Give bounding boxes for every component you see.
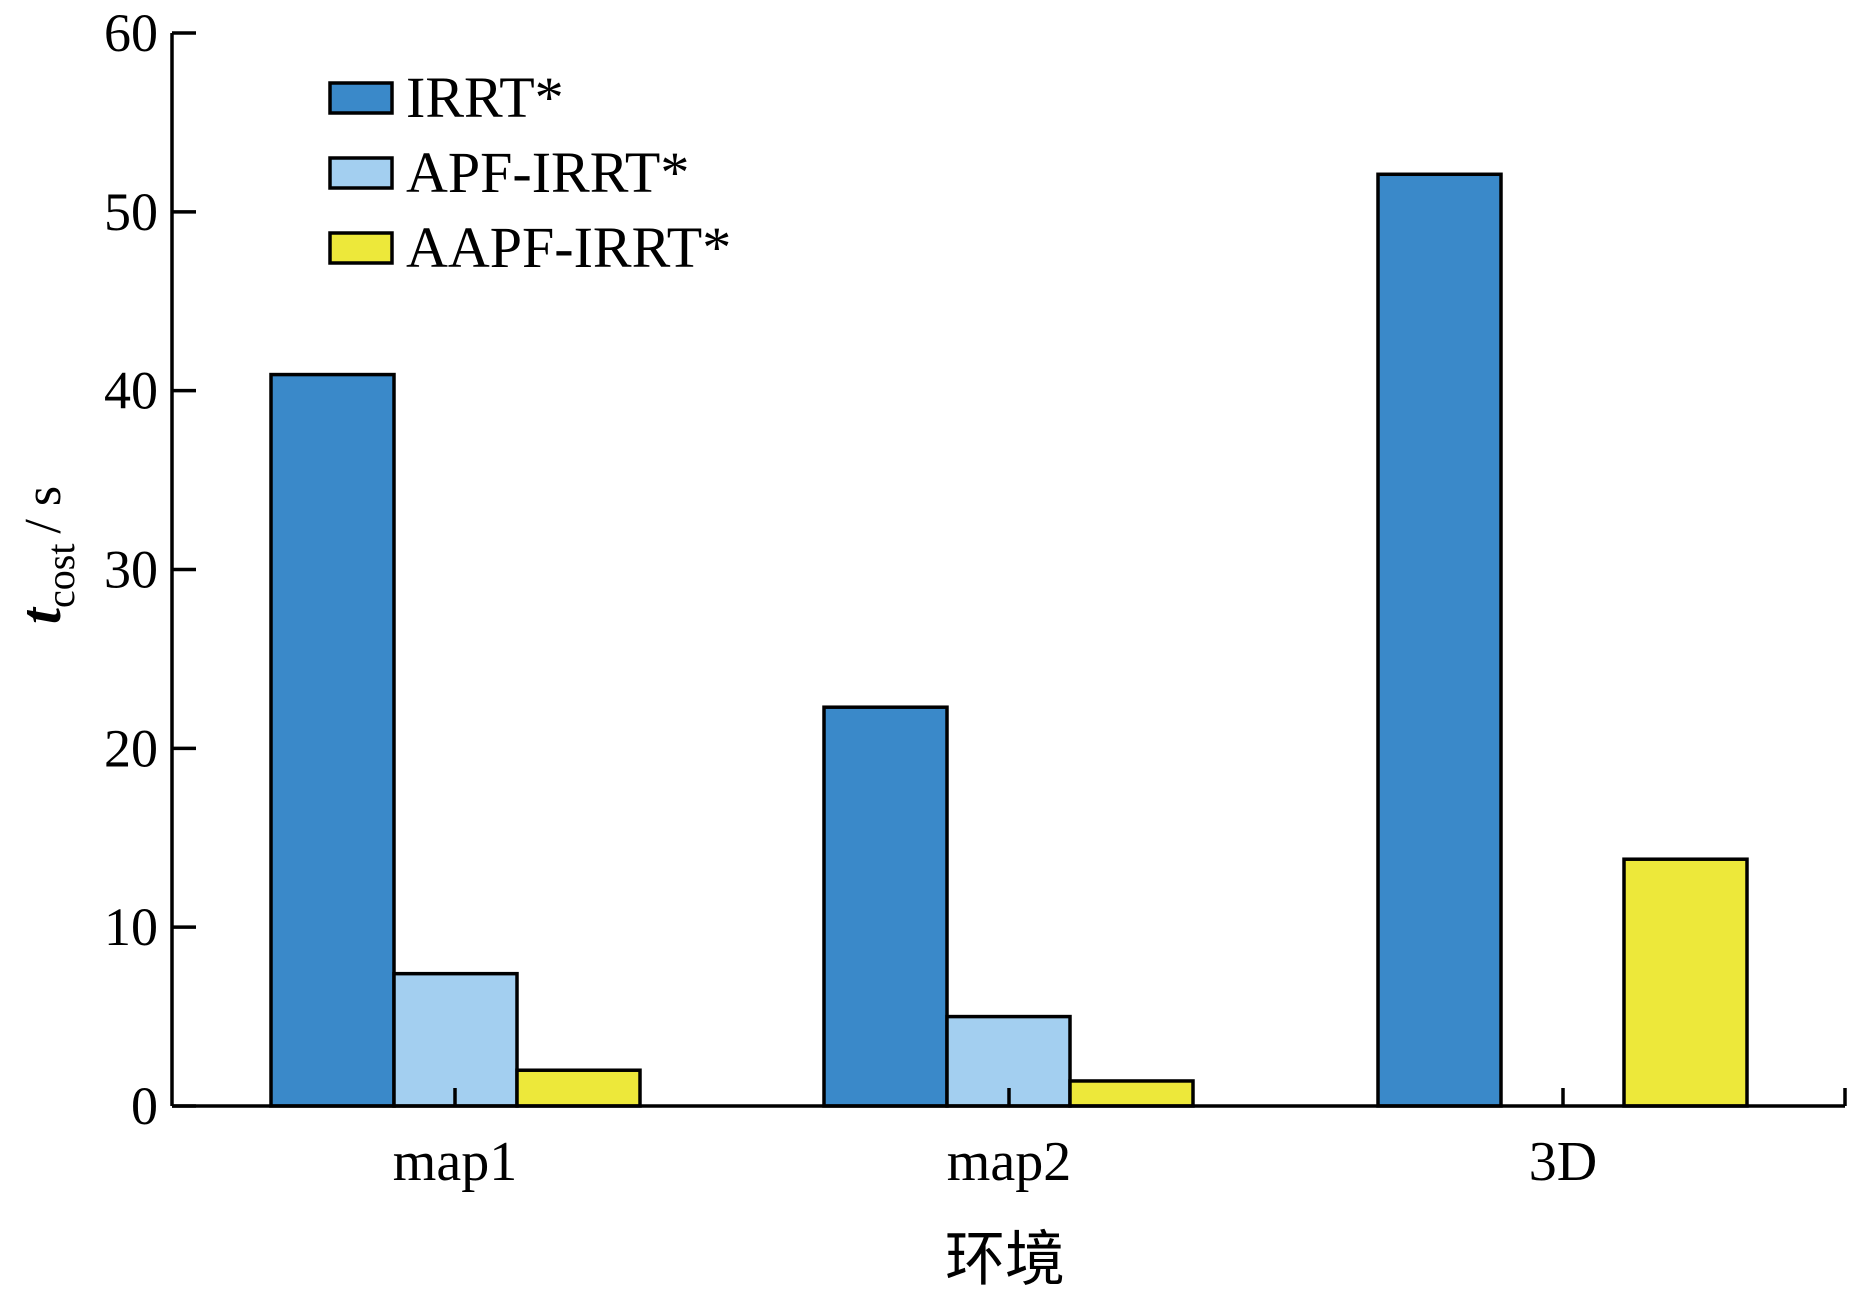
bar-aapf-irrt--map1 (515, 1068, 642, 1108)
x-axis-label: 环境 (945, 1227, 1065, 1293)
y-axis-label-unit: / s (15, 486, 72, 534)
y-tick-label-20: 20 (104, 718, 158, 778)
x-tick-label-3d: 3D (1529, 1131, 1597, 1193)
y-tick-label-30: 30 (104, 540, 158, 600)
x-tick-label-map1: map1 (393, 1131, 517, 1193)
legend-label-irrt-: IRRT* (406, 65, 564, 130)
y-tick-label-50: 50 (104, 182, 158, 242)
y-tick-label-10: 10 (104, 897, 158, 957)
y-tick-label-0: 0 (131, 1076, 158, 1136)
y-tick-label-40: 40 (104, 361, 158, 421)
y-tick-label-60: 60 (104, 3, 158, 63)
legend: IRRT* APF-IRRT* AAPF-IRRT* (328, 65, 731, 280)
y-axis-label: tcost / s (8, 486, 83, 624)
bar-apf-irrt--map1 (392, 971, 519, 1108)
axes-group: 0 10 20 30 40 50 60 map1 map2 3D (104, 3, 1847, 1193)
y-axis-label-sub: cost (38, 544, 83, 608)
bar-irrt--3d (1376, 172, 1503, 1108)
x-tick-label-map2: map2 (947, 1131, 1071, 1193)
legend-label-apf-irrt-: APF-IRRT* (406, 140, 689, 205)
bar-aapf-irrt--3d (1622, 857, 1749, 1108)
y-axis-label-main: t (8, 606, 73, 624)
legend-swatch-apf-irrt- (328, 156, 394, 190)
legend-swatch-irrt- (328, 81, 394, 115)
bar-aapf-irrt--map2 (1068, 1079, 1195, 1108)
bar-irrt--map1 (269, 372, 396, 1108)
legend-label-aapf-irrt-: AAPF-IRRT* (406, 215, 731, 280)
bar-irrt--map2 (822, 705, 949, 1108)
legend-swatch-aapf-irrt- (328, 231, 394, 265)
bars-group (269, 172, 1749, 1108)
